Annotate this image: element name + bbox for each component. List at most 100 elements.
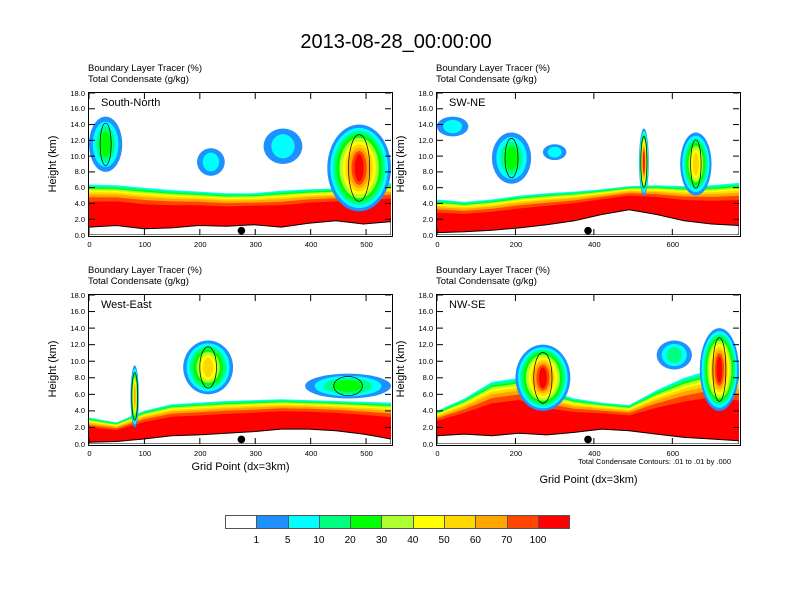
xtick-label: 500 bbox=[360, 240, 373, 249]
ytick-label: 18.0 bbox=[70, 290, 85, 300]
cloud-1-level-10 bbox=[666, 347, 682, 363]
x-axis-label: Grid Point (dx=3km) bbox=[191, 461, 290, 473]
cross-section-field bbox=[437, 93, 739, 235]
colorbar-swatch bbox=[225, 515, 258, 529]
ytick-label: 12.0 bbox=[418, 135, 433, 145]
colorbar-label: 1 bbox=[253, 535, 260, 546]
panel-title-line1: Boundary Layer Tracer (%) bbox=[436, 265, 551, 276]
panel-title: Boundary Layer Tracer (%) Total Condensat… bbox=[88, 63, 202, 85]
cloud-0-level-100 bbox=[538, 367, 547, 389]
ytick-label: 10.0 bbox=[70, 356, 85, 366]
ytick-label: 6.0 bbox=[74, 389, 85, 399]
cloud-1-level-20 bbox=[504, 146, 519, 171]
colorbar-label: 70 bbox=[501, 535, 513, 546]
location-marker bbox=[584, 435, 592, 444]
ytick-label: 8.0 bbox=[74, 167, 85, 177]
y-axis-label: Height (km) bbox=[395, 340, 407, 398]
main-title: 2013-08-28_00:00:00 bbox=[300, 31, 492, 53]
colorbar-swatch bbox=[475, 515, 508, 529]
colorbar-swatch bbox=[318, 515, 352, 529]
plot-south-north: South-North bbox=[88, 92, 393, 237]
xtick-label: 400 bbox=[588, 240, 601, 249]
ytick-label: 14.0 bbox=[418, 323, 433, 333]
ytick-label: 6.0 bbox=[74, 183, 85, 193]
xtick-label: 0 bbox=[87, 449, 92, 458]
panel-title-line1: Boundary Layer Tracer (%) bbox=[88, 265, 203, 276]
section-label: SW-NE bbox=[449, 97, 486, 109]
ytick-label: 16.0 bbox=[70, 104, 85, 114]
xtick-label: 500 bbox=[360, 449, 373, 458]
condensate-contour bbox=[348, 134, 371, 202]
xtick-label: 200 bbox=[509, 240, 523, 249]
xtick-label: 400 bbox=[304, 240, 318, 249]
ytick-label: 18.0 bbox=[418, 88, 433, 98]
xtick-label: 300 bbox=[249, 449, 262, 458]
ytick-label: 10.0 bbox=[418, 356, 433, 366]
xtick-label: 200 bbox=[194, 449, 207, 458]
condensate-contour bbox=[99, 122, 112, 166]
condensate-contour bbox=[640, 135, 648, 189]
location-marker bbox=[237, 226, 246, 235]
plot-west-east: West-East bbox=[88, 294, 393, 446]
xtick-label: 400 bbox=[304, 449, 318, 458]
colorbar-swatch bbox=[381, 515, 414, 529]
ytick-label: 12.0 bbox=[70, 340, 85, 350]
panel-title: Boundary Layer Tracer (%) Total Condensat… bbox=[88, 265, 202, 287]
cloud-3-level-100 bbox=[354, 154, 364, 182]
ytick-label: 18.0 bbox=[70, 88, 85, 98]
ytick-label: 4.0 bbox=[422, 406, 433, 416]
condensate-contour bbox=[504, 138, 519, 179]
ytick-label: 2.0 bbox=[422, 422, 433, 432]
cross-section-field bbox=[89, 93, 391, 235]
cloud-0-level-5 bbox=[443, 119, 463, 134]
xtick-label: 300 bbox=[249, 240, 262, 249]
colorbar-label: 60 bbox=[469, 535, 481, 546]
ytick-label: 16.0 bbox=[418, 104, 433, 114]
panel-title: Boundary Layer Tracer (%) Total Condensat… bbox=[436, 265, 550, 287]
cloud-2-level-100 bbox=[716, 356, 723, 383]
xtick-label: 200 bbox=[194, 240, 207, 249]
cross-section-field bbox=[89, 295, 391, 444]
ytick-label: 2.0 bbox=[422, 214, 433, 224]
ytick-label: 12.0 bbox=[70, 135, 85, 145]
ytick-label: 4.0 bbox=[74, 406, 85, 416]
colorbar-swatch bbox=[256, 515, 289, 529]
ytick-label: 12.0 bbox=[418, 340, 433, 350]
colorbar-label: 10 bbox=[313, 535, 325, 546]
ytick-label: 0.0 bbox=[74, 439, 85, 449]
ytick-label: 8.0 bbox=[422, 167, 433, 177]
xtick-label: 0 bbox=[435, 240, 440, 249]
ytick-label: 8.0 bbox=[74, 373, 85, 383]
colorbar-swatch bbox=[287, 515, 320, 529]
panel-title-line2: Total Condensate (g/kg) bbox=[436, 74, 537, 85]
y-axis-label: Height (km) bbox=[395, 135, 407, 192]
ytick-label: 0.0 bbox=[422, 230, 433, 240]
condensate-contour bbox=[199, 346, 217, 389]
contour-note: Total Condensate Contours: .01 to .01 by… bbox=[578, 457, 732, 466]
ytick-label: 10.0 bbox=[418, 151, 433, 161]
xtick-label: 100 bbox=[138, 240, 152, 249]
y-axis-label: Height (km) bbox=[47, 340, 59, 398]
colorbar-label: 100 bbox=[529, 535, 547, 546]
cloud-3-level-100 bbox=[643, 151, 645, 173]
cloud-0-level-20 bbox=[100, 131, 112, 158]
ytick-label: 16.0 bbox=[70, 307, 85, 317]
terrain bbox=[437, 209, 739, 235]
colorbar-label: 50 bbox=[438, 535, 450, 546]
y-axis-label: Height (km) bbox=[47, 135, 59, 192]
cloud-1-level-50 bbox=[203, 357, 214, 378]
panel-title-line2: Total Condensate (g/kg) bbox=[88, 276, 189, 287]
ytick-label: 16.0 bbox=[418, 307, 433, 317]
pbl-band-100 bbox=[437, 397, 739, 444]
ytick-label: 10.0 bbox=[70, 151, 85, 161]
condensate-contour bbox=[333, 376, 363, 396]
xtick-label: 0 bbox=[435, 449, 440, 458]
xtick-label: 200 bbox=[509, 449, 523, 458]
location-marker bbox=[237, 435, 246, 444]
section-label: West-East bbox=[101, 299, 152, 311]
cloud-0-level-60 bbox=[133, 385, 136, 407]
section-label: South-North bbox=[101, 97, 161, 109]
colorbar-swatch bbox=[444, 515, 477, 529]
ytick-label: 6.0 bbox=[422, 183, 433, 193]
condensate-contour bbox=[712, 337, 727, 402]
